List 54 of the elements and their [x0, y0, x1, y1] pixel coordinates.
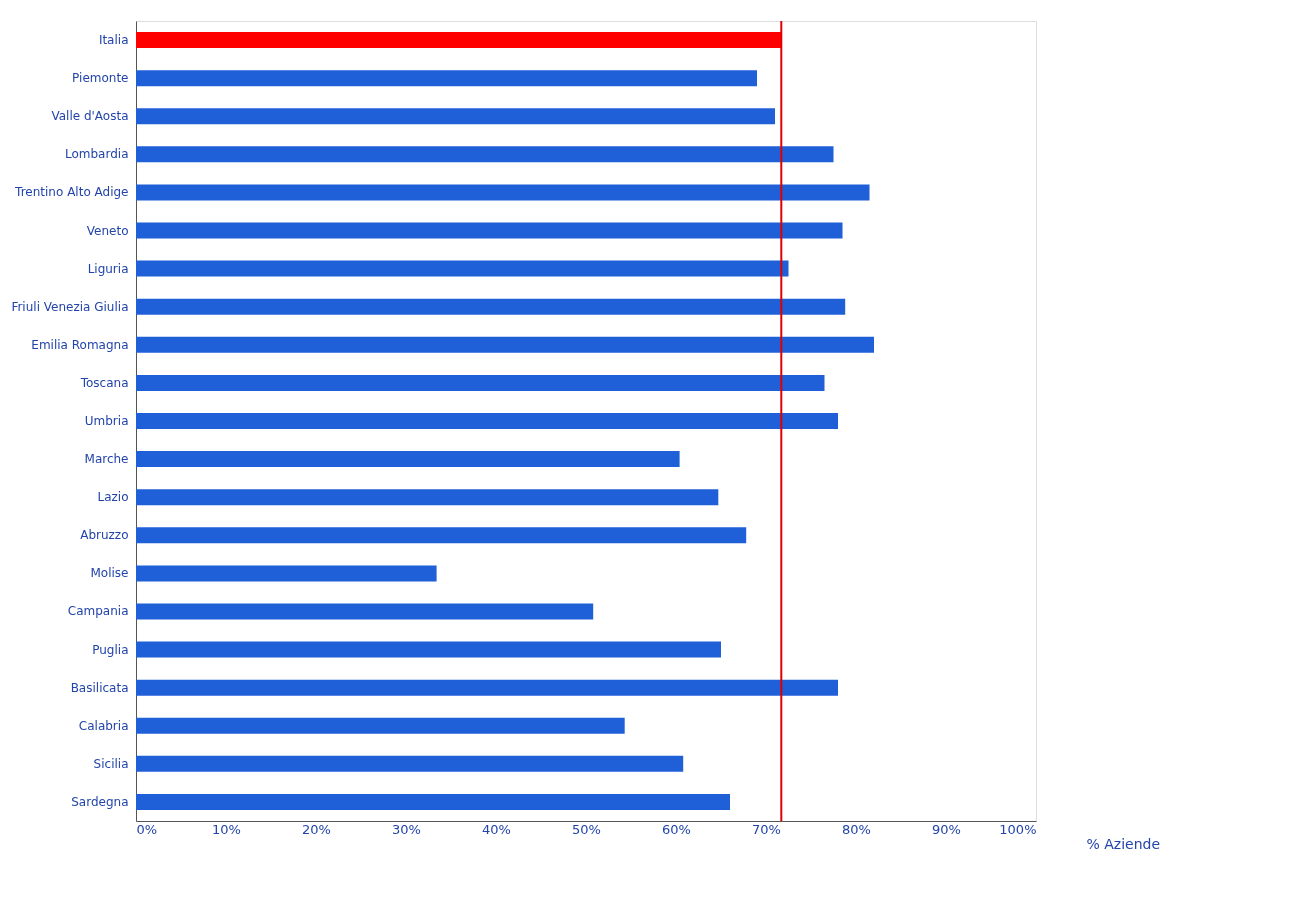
y-tick-label: Calabria [78, 718, 129, 733]
bar [136, 755, 684, 772]
bar [136, 32, 782, 49]
y-tick-label: Basilicata [70, 680, 129, 695]
y-tick-label: Puglia [92, 642, 129, 657]
y-tick-label: Piemonte [72, 71, 129, 86]
x-tick-label: 10% [212, 821, 241, 837]
bar [136, 184, 870, 201]
bar [136, 717, 625, 734]
y-tick-label: Emilia Romagna [31, 337, 129, 352]
x-tick-label: 70% [752, 821, 781, 837]
x-tick-label: 30% [392, 821, 421, 837]
bar [136, 298, 846, 315]
y-tick-label: Molise [90, 566, 129, 581]
bar [136, 527, 747, 544]
bar [136, 222, 843, 239]
x-tick-label: 90% [932, 821, 961, 837]
bar [136, 451, 680, 468]
bar [136, 793, 730, 810]
bar [136, 413, 838, 429]
bar [136, 489, 719, 506]
x-tick-label: 0% [136, 821, 158, 837]
y-tick-label: Veneto [86, 223, 129, 238]
y-tick-label: Valle d'Aosta [51, 109, 129, 124]
bar [136, 146, 834, 163]
y-tick-label: Italia [98, 33, 129, 48]
y-tick-label: Lombardia [64, 147, 129, 162]
x-tick-label: 50% [572, 821, 601, 837]
y-tick-label: Sardegna [71, 794, 129, 809]
x-tick-label: 60% [662, 821, 691, 837]
bar [136, 374, 825, 391]
x-tick-label: 100% [999, 821, 1037, 837]
y-tick-label: Friuli Venezia Giulia [11, 299, 129, 314]
y-tick-label: Lazio [97, 490, 129, 505]
x-axis-title: % Aziende [1086, 835, 1161, 852]
bar [136, 260, 789, 277]
bar [136, 336, 874, 353]
bar [136, 679, 838, 696]
x-tick-label: 40% [482, 821, 511, 837]
y-tick-label: Campania [67, 604, 129, 619]
bar [136, 565, 437, 582]
y-tick-label: Liguria [87, 261, 129, 276]
y-tick-label: Umbria [84, 414, 129, 428]
y-tick-label: Trentino Alto Adige [14, 185, 129, 200]
x-tick-label: 80% [842, 821, 871, 837]
bar [136, 70, 757, 87]
y-tick-label: Sicilia [93, 756, 129, 771]
x-tick-label: 20% [302, 821, 331, 837]
y-tick-label: Marche [84, 452, 129, 467]
y-tick-label: Abruzzo [80, 528, 129, 543]
bar [136, 603, 594, 620]
bar [136, 641, 721, 658]
bar [136, 108, 775, 125]
y-tick-label: Toscana [79, 375, 129, 390]
